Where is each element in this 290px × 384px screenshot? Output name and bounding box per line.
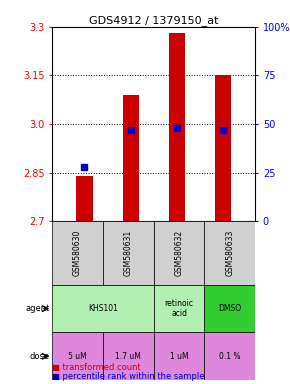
FancyBboxPatch shape [204,333,255,380]
Text: 0.1 %: 0.1 % [219,352,241,361]
Bar [77,176,93,221]
FancyBboxPatch shape [204,285,255,333]
Text: agent: agent [25,304,50,313]
Text: DMSO: DMSO [218,304,241,313]
FancyBboxPatch shape [52,221,103,285]
Text: GSM580633: GSM580633 [225,230,234,276]
Text: 1 uM: 1 uM [170,352,188,361]
Text: ■ percentile rank within the sample: ■ percentile rank within the sample [52,372,205,381]
Text: ■ transformed count: ■ transformed count [52,363,141,372]
FancyBboxPatch shape [204,221,255,285]
Text: dose: dose [30,352,50,361]
Bar [215,75,231,221]
FancyBboxPatch shape [154,285,204,333]
Text: GSM580630: GSM580630 [73,230,82,276]
Text: 5 uM: 5 uM [68,352,87,361]
Bar [169,33,185,221]
FancyBboxPatch shape [154,333,204,380]
FancyBboxPatch shape [103,333,154,380]
Text: 1.7 uM: 1.7 uM [115,352,141,361]
Text: GSM580631: GSM580631 [124,230,133,276]
Title: GDS4912 / 1379150_at: GDS4912 / 1379150_at [89,15,218,26]
Text: GSM580632: GSM580632 [175,230,184,276]
Bar [123,95,139,221]
FancyBboxPatch shape [52,333,103,380]
Text: KHS101: KHS101 [88,304,118,313]
FancyBboxPatch shape [52,285,154,333]
FancyBboxPatch shape [103,221,154,285]
FancyBboxPatch shape [154,221,204,285]
Text: retinoic
acid: retinoic acid [165,299,194,318]
